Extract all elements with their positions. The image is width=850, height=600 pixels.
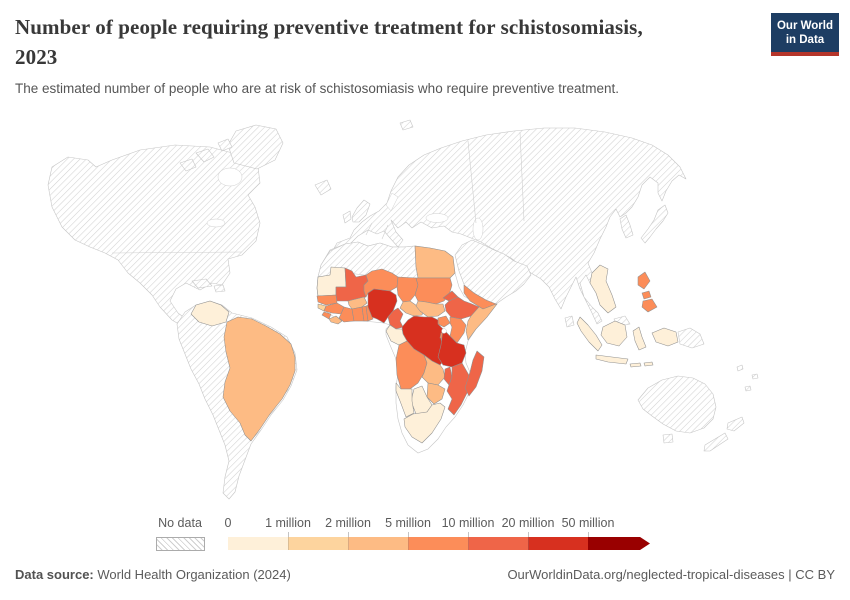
country-madagascar[interactable] (464, 350, 485, 397)
region-borneo-north[interactable] (613, 315, 631, 326)
data-source: Data source: World Health Organization (… (15, 567, 291, 582)
baltic-sea (385, 192, 399, 212)
region-greenland[interactable] (227, 124, 284, 170)
black-sea (425, 213, 449, 223)
country-angola[interactable] (395, 340, 428, 390)
legend-bin-6[interactable] (588, 537, 650, 550)
country-south-sudan[interactable] (415, 300, 446, 318)
legend-tick-mark (408, 532, 409, 537)
great-lakes (206, 218, 226, 228)
region-iceland[interactable] (314, 179, 332, 196)
legend-bin-4[interactable] (468, 537, 528, 550)
country-yemen[interactable] (463, 284, 497, 310)
world-map (47, 119, 759, 500)
region-new-zealand-south[interactable] (703, 432, 729, 452)
country-brazil[interactable] (222, 316, 296, 442)
country-borders (111, 131, 525, 254)
legend-no-data-label: No data (158, 516, 202, 530)
legend-tick-6: 50 million (561, 516, 615, 530)
legend-tick-2: 2 million (325, 516, 371, 530)
legend-bin-2[interactable] (348, 537, 408, 550)
legend-bin-3[interactable] (408, 537, 468, 550)
legend-bin-5[interactable] (528, 537, 588, 550)
title-line1: Number of people requiring preventive tr… (15, 15, 643, 39)
hudson-bay (217, 167, 243, 187)
logo-line2: in Data (785, 34, 825, 46)
legend-tick-mark (288, 532, 289, 537)
legend-bin-0[interactable] (228, 537, 288, 550)
country-indonesia-lesser-sunda[interactable] (643, 361, 654, 367)
legend-tick-mark (588, 532, 589, 537)
country-egypt[interactable] (414, 245, 456, 279)
country-philippines-luzon[interactable] (637, 271, 651, 290)
country-indonesia-java[interactable] (595, 354, 629, 365)
country-central-african-republic[interactable] (399, 300, 425, 317)
country-indochina[interactable] (589, 264, 617, 314)
region-hispaniola[interactable] (213, 284, 226, 293)
country-liberia[interactable] (328, 315, 343, 325)
region-arctic-island[interactable] (217, 138, 233, 152)
country-namibia[interactable] (395, 382, 415, 418)
region-pacific-island[interactable] (744, 385, 752, 392)
country-indonesia-sumatra[interactable] (576, 316, 603, 352)
legend-tick-5: 20 million (501, 516, 555, 530)
region-korea[interactable] (619, 214, 634, 239)
data-source-text: World Health Organization (2024) (93, 567, 291, 582)
region-japan[interactable] (640, 204, 669, 244)
legend-tick-4: 10 million (441, 516, 495, 530)
credit-link[interactable]: OurWorldinData.org/neglected-tropical-di… (507, 567, 835, 582)
chart-subtitle: The estimated number of people who are a… (15, 81, 620, 96)
region-arctic-island[interactable] (179, 158, 197, 172)
region-svalbard[interactable] (399, 119, 414, 131)
logo-line1: Our World (776, 20, 833, 32)
region-tasmania[interactable] (662, 433, 674, 444)
country-indonesia-kalimantan[interactable] (600, 320, 628, 347)
country-mozambique[interactable] (446, 362, 471, 416)
data-source-label: Data source: (15, 567, 94, 582)
country-indonesia-lesser-sunda[interactable] (629, 362, 642, 368)
choropleth-countries (190, 245, 679, 444)
country-senegal[interactable] (316, 294, 338, 306)
region-pacific-island[interactable] (736, 364, 744, 372)
country-burkina-faso[interactable] (347, 296, 368, 310)
region-sri-lanka[interactable] (564, 315, 575, 328)
country-congo-gabon[interactable] (385, 324, 408, 346)
caspian-sea (472, 217, 484, 241)
region-united-kingdom[interactable] (351, 199, 371, 223)
legend-tick-mark (528, 532, 529, 537)
legend-tick-1: 1 million (265, 516, 311, 530)
region-new-zealand-north[interactable] (726, 416, 745, 432)
owid-logo[interactable]: Our World in Data (771, 13, 839, 56)
legend-tick-3: 5 million (385, 516, 431, 530)
map-legend: No data 0 1 million 2 million 5 million … (0, 512, 850, 556)
chart-header: Number of people requiring preventive tr… (15, 12, 755, 98)
country-venezuela[interactable] (190, 300, 230, 327)
country-indonesia-west-papua[interactable] (651, 327, 679, 347)
legend-no-data-swatch[interactable] (156, 537, 205, 551)
country-indonesia-sulawesi[interactable] (632, 326, 647, 351)
region-australia[interactable] (637, 375, 717, 434)
title-line2: 2023 (15, 45, 58, 69)
page-title: Number of people requiring preventive tr… (15, 12, 755, 72)
legend-tick-mark (468, 532, 469, 537)
lake-victoria (441, 328, 447, 334)
region-ireland[interactable] (342, 210, 352, 224)
country-south-africa[interactable] (403, 402, 446, 444)
country-philippines-mindanao[interactable] (641, 298, 658, 313)
country-philippines-visayas[interactable] (641, 290, 652, 300)
region-pacific-island[interactable] (751, 373, 759, 380)
legend-tick-0: 0 (224, 516, 232, 530)
region-papua-new-guinea[interactable] (677, 327, 705, 349)
legend-bin-1[interactable] (288, 537, 348, 550)
region-arctic-island[interactable] (195, 148, 215, 163)
legend-tick-mark (348, 532, 349, 537)
region-cuba[interactable] (191, 278, 213, 289)
inland-seas (206, 167, 484, 241)
